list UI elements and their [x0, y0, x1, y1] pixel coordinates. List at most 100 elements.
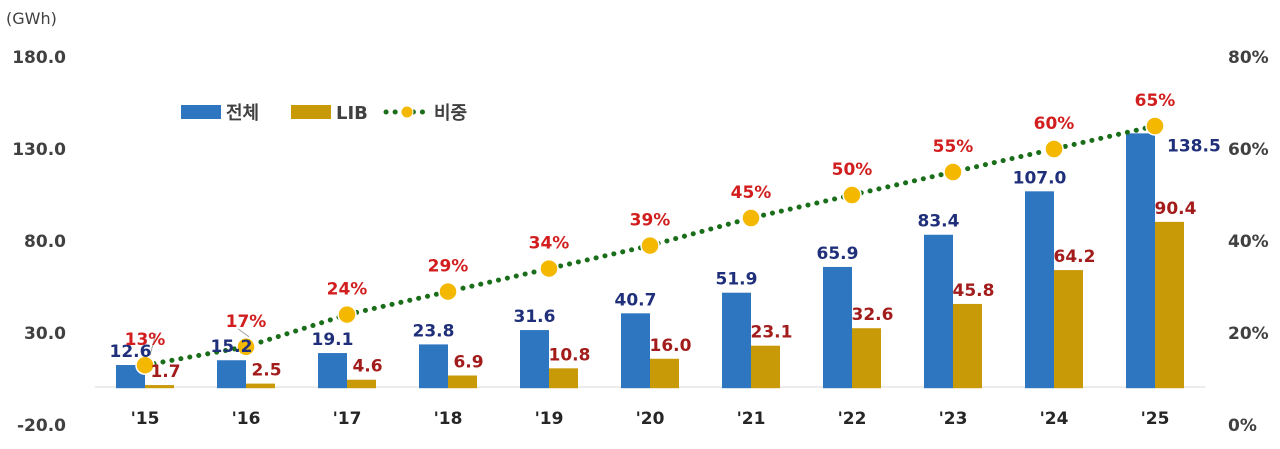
bar-lib: [953, 303, 982, 389]
share-marker: [842, 185, 862, 205]
leader-line: [149, 333, 157, 356]
label-share: 60%: [1034, 114, 1075, 134]
label-lib: 10.8: [549, 345, 591, 365]
bar-lib: [650, 358, 679, 389]
bar-total: [621, 313, 650, 389]
bar-lib: [751, 345, 780, 389]
label-lib: 90.4: [1155, 199, 1197, 219]
label-lib: 32.6: [852, 305, 894, 325]
y-left-tick-label: 180.0: [12, 48, 66, 68]
share-marker: [135, 355, 155, 375]
data-labels: 12.61.7 13% 15.2 2.5 17% 19.1 4.6 24% 23.8 6.9 29%…: [110, 91, 1221, 382]
bar-lib: [549, 368, 578, 389]
bar-total: [924, 234, 953, 389]
label-share: 29%: [428, 257, 469, 277]
bar-total: [823, 266, 852, 389]
category-label: '17: [333, 409, 362, 429]
category-label: '16: [232, 409, 261, 429]
share-line: [135, 116, 1165, 375]
label-total: 19.1: [312, 330, 354, 350]
label-total: 40.7: [615, 290, 657, 310]
label-lib: 16.0: [650, 336, 692, 356]
share-marker: [539, 258, 559, 279]
label-share: 34%: [529, 234, 570, 254]
bar-total: [318, 353, 347, 389]
unit-label: (GWh): [6, 9, 57, 28]
bars: [116, 133, 1184, 389]
bar-lib: [852, 328, 881, 389]
label-lib: 1.7: [150, 362, 180, 382]
label-total: 83.4: [918, 212, 960, 232]
bar-lib: [448, 375, 477, 389]
label-share: 17%: [226, 312, 267, 332]
y-right-tick-label: 20%: [1228, 324, 1269, 344]
y-right-tick-label: 0%: [1228, 416, 1257, 436]
legend-marker-share: [400, 105, 414, 119]
bar-total: [1126, 133, 1155, 389]
bar-lib: [246, 383, 275, 389]
y-right-tick-label: 60%: [1228, 140, 1269, 160]
category-label: '21: [737, 409, 766, 429]
bar-total: [1025, 191, 1054, 389]
legend-label-total: 전체: [226, 103, 259, 124]
y-left-tick-label: 80.0: [24, 232, 66, 252]
share-marker: [1044, 139, 1064, 159]
label-total: 31.6: [514, 307, 556, 327]
label-total: 138.5: [1167, 136, 1221, 156]
label-share: 50%: [832, 160, 873, 180]
legend-swatch-total: [181, 105, 221, 119]
category-label: '19: [535, 409, 564, 429]
label-share: 55%: [933, 137, 974, 157]
category-label: '24: [1040, 409, 1069, 429]
y-right-tick-label: 40%: [1228, 232, 1269, 252]
y-left-tick-label: -20.0: [17, 416, 66, 436]
label-lib: 4.6: [352, 357, 382, 377]
bar-lib: [145, 385, 174, 389]
label-total: 51.9: [716, 270, 758, 290]
category-label: '23: [939, 409, 968, 429]
label-share: 13%: [125, 330, 166, 350]
label-share: 24%: [327, 280, 368, 300]
share-marker: [337, 304, 357, 325]
label-lib: 64.2: [1054, 247, 1096, 267]
label-total: 12.6: [110, 342, 152, 362]
bar-lib: [1155, 221, 1184, 389]
right-axis: 80% 60% 40% 20% 0%: [1228, 48, 1269, 436]
label-total: 23.8: [413, 321, 455, 341]
label-lib: 6.9: [453, 353, 483, 373]
share-marker: [438, 281, 458, 302]
share-marker: [943, 162, 963, 182]
label-lib: 45.8: [953, 281, 995, 301]
bar-lib: [1054, 270, 1083, 389]
y-left-tick-label: 30.0: [24, 324, 66, 344]
left-axis: 180.0 130.0 80.0 30.0 -20.0: [12, 48, 66, 436]
label-lib: 23.1: [751, 323, 793, 343]
bar-total: [520, 330, 549, 389]
category-label: '20: [636, 409, 665, 429]
share-marker: [640, 235, 660, 256]
label-total: 15.2: [211, 337, 253, 357]
category-label: '25: [1141, 409, 1170, 429]
bar-total: [217, 360, 246, 389]
label-total: 107.0: [1013, 168, 1067, 188]
legend-swatch-lib: [291, 105, 331, 119]
label-total: 65.9: [817, 244, 859, 264]
category-labels: '15 '16 '17 '18 '19 '20 '21 '22 '23 '24 '25: [131, 409, 1170, 429]
category-label: '18: [434, 409, 463, 429]
leader-line: [237, 328, 250, 338]
label-share: 39%: [630, 211, 671, 231]
label-lib: 2.5: [251, 361, 281, 381]
category-label: '22: [838, 409, 867, 429]
bar-total: [722, 292, 751, 389]
share-marker: [1145, 116, 1165, 136]
share-marker: [741, 208, 761, 228]
label-share: 65%: [1135, 91, 1176, 111]
legend-label-share: 비중: [434, 103, 467, 124]
bar-lib: [347, 379, 376, 389]
y-left-tick-label: 130.0: [12, 140, 66, 160]
label-share: 45%: [731, 183, 772, 203]
legend: 전체 LIB 비중: [181, 103, 467, 124]
y-right-tick-label: 80%: [1228, 48, 1269, 68]
share-marker: [236, 337, 256, 357]
